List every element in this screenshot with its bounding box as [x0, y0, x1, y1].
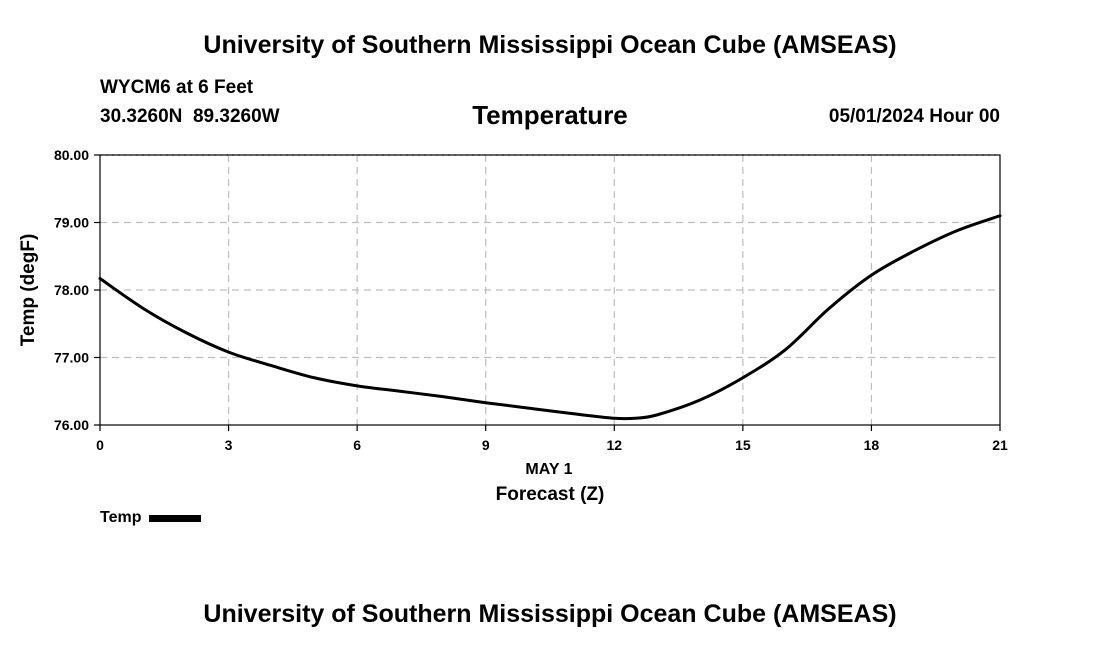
station-label: WYCM6 at 6 Feet [100, 77, 254, 98]
chart-title: Temperature [472, 100, 628, 130]
x-tick-label-15: 15 [735, 437, 751, 453]
top-title: University of Southern Mississippi Ocean… [203, 31, 897, 59]
y-tick-label-77: 77.00 [54, 350, 89, 366]
x-axis-label: Forecast (Z) [496, 484, 605, 505]
station-coordinates: 30.3260N 89.3260W [100, 106, 280, 127]
legend-line-swatch [149, 514, 202, 522]
grid-lines [100, 154, 1000, 425]
legend: Temp [100, 509, 202, 527]
x-tick-label-21: 21 [992, 437, 1008, 453]
y-axis-label: Temp (degF) [18, 234, 39, 347]
x-tick-label-6: 6 [353, 437, 361, 453]
y-tick-label-78: 78.00 [54, 282, 89, 298]
x-tick-label-9: 9 [482, 437, 490, 453]
x-tick-label-18: 18 [864, 437, 880, 453]
y-tick-label-79: 79.00 [54, 215, 89, 231]
x-tick-label-12: 12 [606, 437, 622, 453]
series-group [98, 214, 1002, 421]
forecast-date: 05/01/2024 Hour 00 [828, 106, 1000, 127]
series-line-temp [98, 214, 1002, 421]
axis-ticks: 0 3 6 9 12 15 18 21 76.00 77.00 78.00 79.00 80.00 [54, 147, 1008, 453]
x-axis-sublabel: MAY 1 [525, 461, 572, 478]
x-tick-label-3: 3 [225, 437, 233, 453]
y-tick-label-80: 80.00 [54, 147, 89, 163]
x-tick-label-0: 0 [96, 437, 104, 453]
y-tick-label-76: 76.00 [54, 417, 89, 433]
legend-label: Temp [100, 509, 142, 526]
bottom-title: University of Southern Mississippi Ocean… [203, 600, 897, 628]
